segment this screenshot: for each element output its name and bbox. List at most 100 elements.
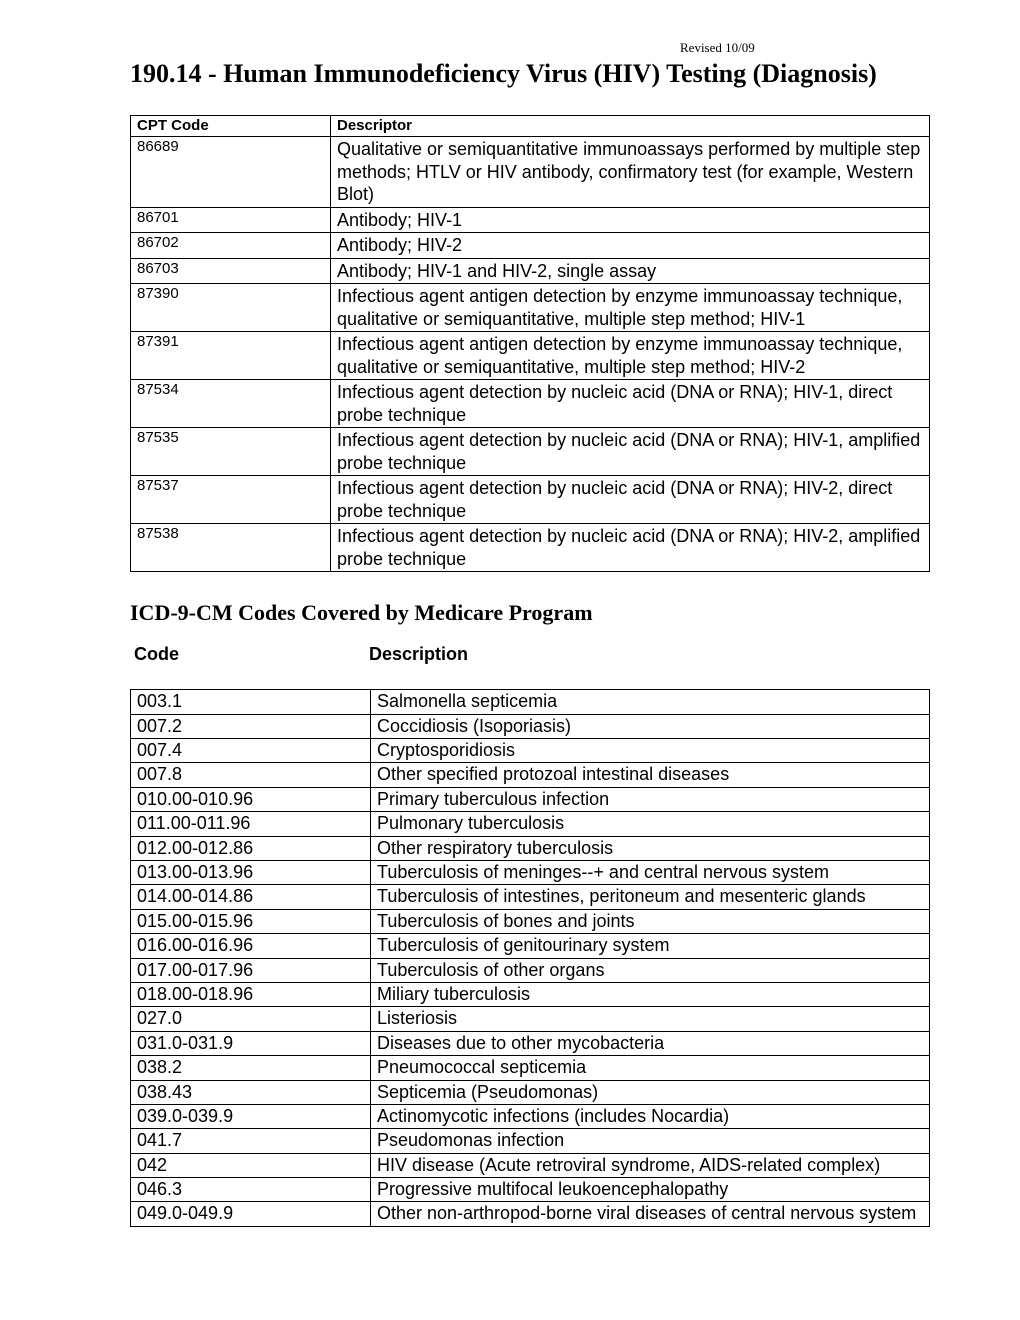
section-title: ICD-9-CM Codes Covered by Medicare Progr… <box>130 600 930 626</box>
table-row: 049.0-049.9Other non-arthropod-borne vir… <box>131 1202 930 1226</box>
icd-column-headers: Code Description <box>134 644 930 665</box>
icd-description-cell: Tuberculosis of genitourinary system <box>371 934 930 958</box>
cpt-code-cell: 87534 <box>131 380 331 428</box>
table-row: 046.3Progressive multifocal leukoencepha… <box>131 1178 930 1202</box>
icd-description-cell: Pseudomonas infection <box>371 1129 930 1153</box>
icd-code-cell: 012.00-012.86 <box>131 836 371 860</box>
table-row: 015.00-015.96Tuberculosis of bones and j… <box>131 909 930 933</box>
icd-code-cell: 010.00-010.96 <box>131 787 371 811</box>
icd-code-cell: 018.00-018.96 <box>131 982 371 1006</box>
cpt-descriptor-cell: Infectious agent detection by nucleic ac… <box>331 524 930 572</box>
table-row: 86702Antibody; HIV-2 <box>131 233 930 259</box>
icd-description-cell: Pneumococcal septicemia <box>371 1056 930 1080</box>
cpt-code-cell: 87538 <box>131 524 331 572</box>
table-row: 87534Infectious agent detection by nucle… <box>131 380 930 428</box>
table-row: 011.00-011.96Pulmonary tuberculosis <box>131 812 930 836</box>
table-row: 87535Infectious agent detection by nucle… <box>131 428 930 476</box>
icd-description-cell: Other respiratory tuberculosis <box>371 836 930 860</box>
icd-description-cell: Tuberculosis of meninges--+ and central … <box>371 860 930 884</box>
cpt-descriptor-cell: Antibody; HIV-1 <box>331 207 930 233</box>
icd-code-cell: 038.2 <box>131 1056 371 1080</box>
icd-code-cell: 031.0-031.9 <box>131 1031 371 1055</box>
icd-description-cell: Coccidiosis (Isoporiasis) <box>371 714 930 738</box>
cpt-code-cell: 86701 <box>131 207 331 233</box>
table-row: 86701Antibody; HIV-1 <box>131 207 930 233</box>
icd-description-cell: Actinomycotic infections (includes Nocar… <box>371 1104 930 1128</box>
icd-description-cell: Salmonella septicemia <box>371 690 930 714</box>
icd-description-cell: Septicemia (Pseudomonas) <box>371 1080 930 1104</box>
cpt-code-cell: 87537 <box>131 476 331 524</box>
table-row: 039.0-039.9Actinomycotic infections (inc… <box>131 1104 930 1128</box>
table-row: 86703Antibody; HIV-1 and HIV-2, single a… <box>131 258 930 284</box>
icd-code-cell: 011.00-011.96 <box>131 812 371 836</box>
table-row: 007.4Cryptosporidiosis <box>131 739 930 763</box>
icd-code-cell: 007.4 <box>131 739 371 763</box>
icd-code-cell: 049.0-049.9 <box>131 1202 371 1226</box>
cpt-code-table: CPT Code Descriptor 86689Qualitative or … <box>130 115 930 573</box>
icd-code-cell: 041.7 <box>131 1129 371 1153</box>
table-header-row: CPT Code Descriptor <box>131 115 930 137</box>
table-row: 013.00-013.96Tuberculosis of meninges--+… <box>131 860 930 884</box>
icd-code-cell: 014.00-014.86 <box>131 885 371 909</box>
cpt-descriptor-cell: Antibody; HIV-1 and HIV-2, single assay <box>331 258 930 284</box>
table-row: 042HIV disease (Acute retroviral syndrom… <box>131 1153 930 1177</box>
cpt-code-cell: 86703 <box>131 258 331 284</box>
icd-code-cell: 017.00-017.96 <box>131 958 371 982</box>
table-row: 031.0-031.9Diseases due to other mycobac… <box>131 1031 930 1055</box>
cpt-descriptor-cell: Infectious agent detection by nucleic ac… <box>331 476 930 524</box>
icd-description-cell: Other non-arthropod-borne viral diseases… <box>371 1202 930 1226</box>
cpt-header-descriptor: Descriptor <box>331 115 930 137</box>
icd-code-cell: 003.1 <box>131 690 371 714</box>
table-row: 016.00-016.96Tuberculosis of genitourina… <box>131 934 930 958</box>
cpt-descriptor-cell: Qualitative or semiquantitative immunoas… <box>331 137 930 208</box>
revised-date: Revised 10/09 <box>680 40 930 56</box>
cpt-code-cell: 87535 <box>131 428 331 476</box>
icd-description-cell: Pulmonary tuberculosis <box>371 812 930 836</box>
table-row: 010.00-010.96Primary tuberculous infecti… <box>131 787 930 811</box>
cpt-descriptor-cell: Infectious agent antigen detection by en… <box>331 284 930 332</box>
icd-description-cell: Listeriosis <box>371 1007 930 1031</box>
icd-code-cell: 013.00-013.96 <box>131 860 371 884</box>
icd-header-code: Code <box>134 644 364 665</box>
table-row: 041.7Pseudomonas infection <box>131 1129 930 1153</box>
cpt-code-cell: 86689 <box>131 137 331 208</box>
table-row: 027.0Listeriosis <box>131 1007 930 1031</box>
table-row: 87390Infectious agent antigen detection … <box>131 284 930 332</box>
icd-description-cell: Progressive multifocal leukoencephalopat… <box>371 1178 930 1202</box>
page-title: 190.14 - Human Immunodeficiency Virus (H… <box>130 58 930 91</box>
cpt-descriptor-cell: Infectious agent antigen detection by en… <box>331 332 930 380</box>
cpt-descriptor-cell: Antibody; HIV-2 <box>331 233 930 259</box>
icd-code-cell: 007.8 <box>131 763 371 787</box>
icd-description-cell: Miliary tuberculosis <box>371 982 930 1006</box>
cpt-header-code: CPT Code <box>131 115 331 137</box>
icd-code-cell: 015.00-015.96 <box>131 909 371 933</box>
icd-code-cell: 007.2 <box>131 714 371 738</box>
table-row: 018.00-018.96Miliary tuberculosis <box>131 982 930 1006</box>
icd-description-cell: Primary tuberculous infection <box>371 787 930 811</box>
table-row: 87391Infectious agent antigen detection … <box>131 332 930 380</box>
icd-code-cell: 038.43 <box>131 1080 371 1104</box>
icd-code-cell: 042 <box>131 1153 371 1177</box>
cpt-code-cell: 86702 <box>131 233 331 259</box>
icd-description-cell: HIV disease (Acute retroviral syndrome, … <box>371 1153 930 1177</box>
table-row: 038.43Septicemia (Pseudomonas) <box>131 1080 930 1104</box>
table-row: 014.00-014.86Tuberculosis of intestines,… <box>131 885 930 909</box>
cpt-descriptor-cell: Infectious agent detection by nucleic ac… <box>331 380 930 428</box>
table-row: 86689Qualitative or semiquantitative imm… <box>131 137 930 208</box>
table-row: 038.2Pneumococcal septicemia <box>131 1056 930 1080</box>
icd-description-cell: Tuberculosis of intestines, peritoneum a… <box>371 885 930 909</box>
table-row: 87537Infectious agent detection by nucle… <box>131 476 930 524</box>
icd-code-table: 003.1Salmonella septicemia007.2Coccidios… <box>130 689 930 1227</box>
cpt-code-cell: 87391 <box>131 332 331 380</box>
table-row: 007.2Coccidiosis (Isoporiasis) <box>131 714 930 738</box>
table-row: 003.1Salmonella septicemia <box>131 690 930 714</box>
icd-description-cell: Tuberculosis of bones and joints <box>371 909 930 933</box>
table-row: 012.00-012.86Other respiratory tuberculo… <box>131 836 930 860</box>
table-row: 007.8Other specified protozoal intestina… <box>131 763 930 787</box>
cpt-code-cell: 87390 <box>131 284 331 332</box>
icd-description-cell: Tuberculosis of other organs <box>371 958 930 982</box>
icd-description-cell: Diseases due to other mycobacteria <box>371 1031 930 1055</box>
icd-code-cell: 046.3 <box>131 1178 371 1202</box>
icd-header-description: Description <box>369 644 468 664</box>
icd-code-cell: 027.0 <box>131 1007 371 1031</box>
